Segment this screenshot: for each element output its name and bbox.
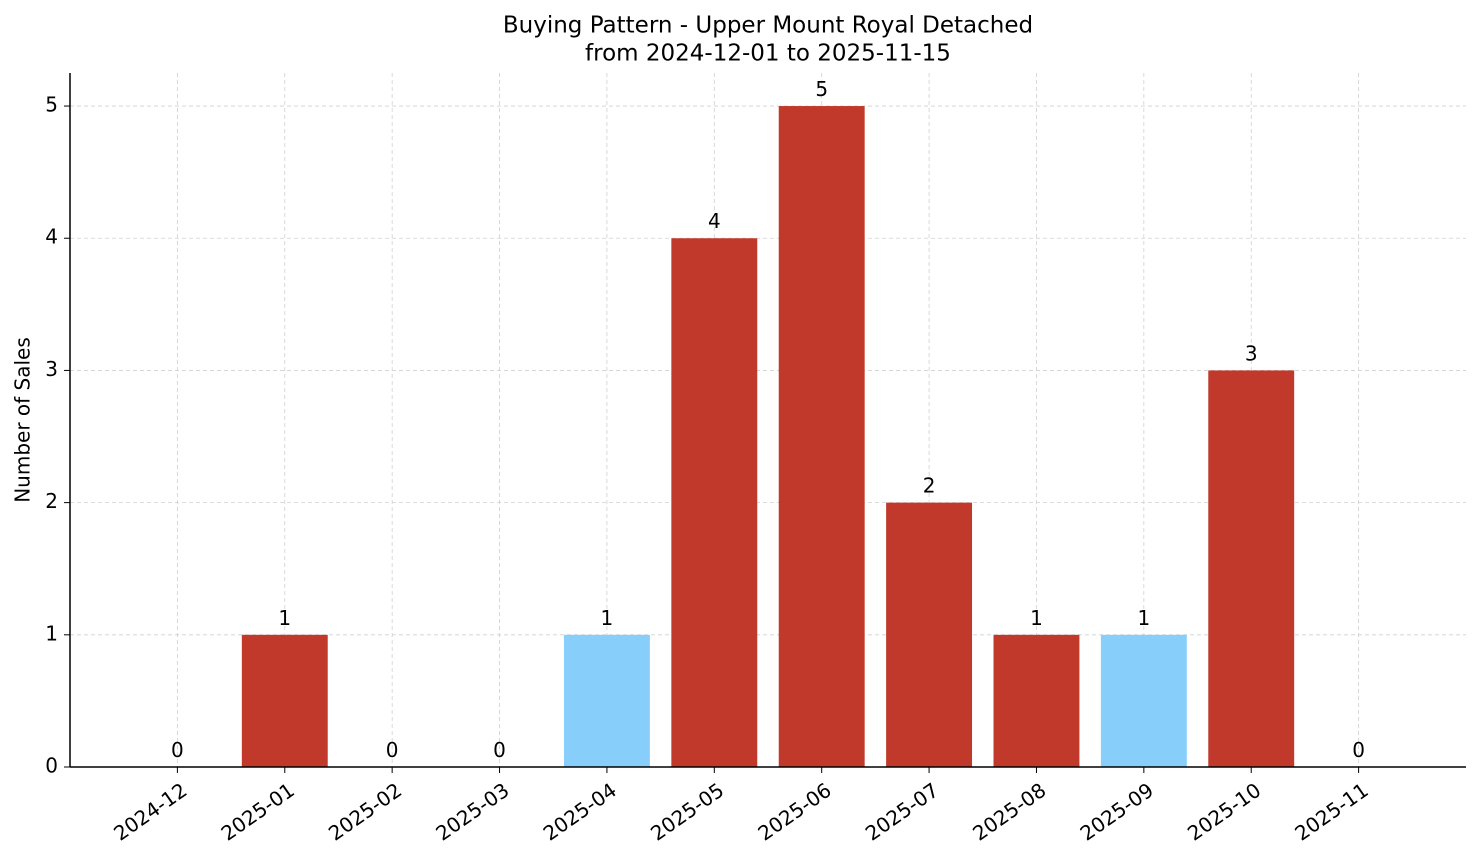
data-label: 2 [923,474,936,498]
bar [886,502,973,767]
x-tick-label: 2024-12 [109,778,191,846]
data-label: 0 [386,738,399,762]
data-label: 5 [815,77,828,101]
y-tick-label: 2 [45,489,58,513]
x-tick-label: 2025-02 [324,778,406,846]
y-axis-label: Number of Sales [11,337,35,503]
data-label: 3 [1245,341,1258,365]
y-tick-label: 5 [45,93,58,117]
data-label: 1 [601,606,614,630]
data-label: 0 [493,738,506,762]
x-tick-label: 2025-11 [1290,778,1372,846]
data-label: 4 [708,209,721,233]
x-tick-label: 2025-05 [646,778,728,846]
bar [1100,634,1187,767]
chart-title: Buying Pattern - Upper Mount Royal Detac… [503,13,1033,39]
bar [671,238,758,767]
x-tick-label: 2025-08 [968,778,1050,846]
data-label: 0 [171,738,184,762]
x-tick-label: 2025-04 [539,778,621,846]
data-label: 0 [1352,738,1365,762]
data-label: 1 [1030,606,1043,630]
bar [778,106,865,768]
x-tick-label: 2025-09 [1076,778,1158,846]
y-tick-label: 3 [45,357,58,381]
x-tick-label: 2025-07 [861,778,943,846]
data-label: 1 [1137,606,1150,630]
x-tick-label: 2025-03 [431,778,513,846]
bar [1208,370,1295,767]
chart-subtitle: from 2024-12-01 to 2025-11-15 [585,41,951,67]
y-tick-label: 1 [45,621,58,645]
y-tick-label: 4 [45,225,58,249]
bar [993,634,1080,767]
x-tick-label: 2025-10 [1183,778,1265,846]
bar [563,634,650,767]
y-tick-label: 0 [45,754,58,778]
x-tick-label: 2025-01 [217,778,299,846]
data-label: 1 [278,606,291,630]
x-tick-label: 2025-06 [753,778,835,846]
bar [241,634,328,767]
